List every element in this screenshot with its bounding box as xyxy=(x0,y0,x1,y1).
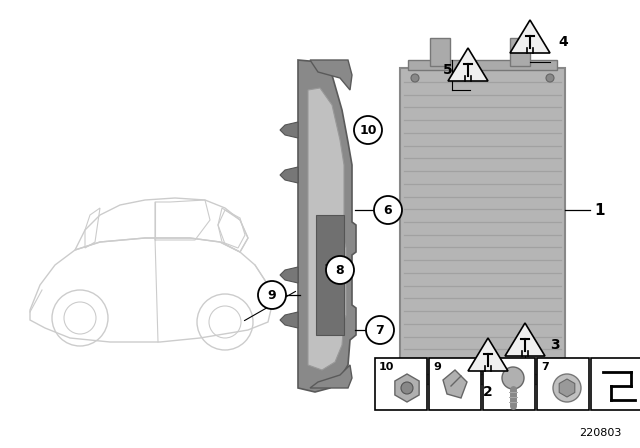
Circle shape xyxy=(326,256,354,284)
Bar xyxy=(429,358,481,410)
Polygon shape xyxy=(443,370,467,398)
Circle shape xyxy=(411,74,419,82)
Polygon shape xyxy=(468,338,508,371)
Polygon shape xyxy=(298,60,356,392)
Text: 9: 9 xyxy=(433,362,441,372)
Bar xyxy=(591,358,640,410)
Text: 8: 8 xyxy=(336,263,344,276)
Polygon shape xyxy=(280,312,298,328)
Text: 5: 5 xyxy=(444,63,453,77)
Text: 6: 6 xyxy=(384,203,392,216)
Polygon shape xyxy=(310,60,352,90)
Circle shape xyxy=(354,116,382,144)
Polygon shape xyxy=(280,167,298,183)
Polygon shape xyxy=(505,323,545,356)
Bar xyxy=(537,358,589,410)
Bar xyxy=(408,60,557,70)
Text: 7: 7 xyxy=(376,323,385,336)
Bar xyxy=(510,38,530,66)
Text: 8: 8 xyxy=(487,362,495,372)
Bar xyxy=(483,358,535,410)
Circle shape xyxy=(502,367,524,389)
Polygon shape xyxy=(448,48,488,81)
Circle shape xyxy=(553,374,581,402)
Circle shape xyxy=(401,382,413,394)
Circle shape xyxy=(411,362,419,370)
Text: 9: 9 xyxy=(268,289,276,302)
Polygon shape xyxy=(310,365,352,388)
Polygon shape xyxy=(280,122,298,138)
Text: 7: 7 xyxy=(541,362,548,372)
Text: 4: 4 xyxy=(558,35,568,49)
Circle shape xyxy=(374,196,402,224)
Polygon shape xyxy=(559,379,575,397)
Polygon shape xyxy=(395,374,419,402)
Bar xyxy=(375,358,427,410)
Bar xyxy=(400,68,565,376)
Circle shape xyxy=(366,316,394,344)
Text: 220803: 220803 xyxy=(580,428,622,438)
Text: 1: 1 xyxy=(594,202,605,217)
Text: 2: 2 xyxy=(483,385,493,399)
Polygon shape xyxy=(280,267,298,283)
Text: 3: 3 xyxy=(550,338,559,352)
Bar xyxy=(430,38,450,66)
Bar xyxy=(408,374,557,384)
Circle shape xyxy=(258,281,286,309)
Text: 10: 10 xyxy=(359,124,377,137)
Circle shape xyxy=(546,74,554,82)
Polygon shape xyxy=(510,20,550,53)
Polygon shape xyxy=(308,88,346,370)
Circle shape xyxy=(546,362,554,370)
Bar xyxy=(316,215,344,335)
Text: 10: 10 xyxy=(379,362,394,372)
